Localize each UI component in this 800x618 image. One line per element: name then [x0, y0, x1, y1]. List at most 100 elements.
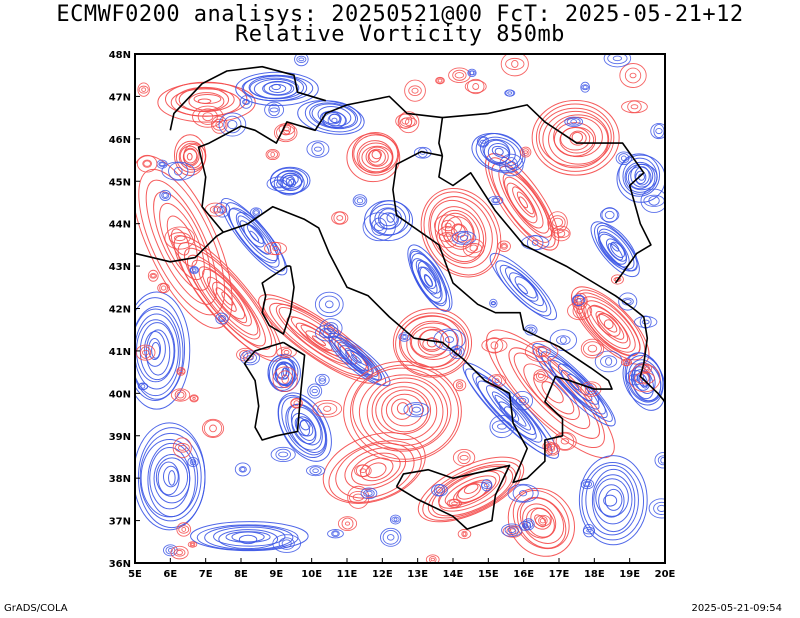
positive-contour: [438, 232, 457, 243]
positive-contour: [149, 272, 157, 279]
positive-contour: [408, 85, 422, 97]
positive-contour: [619, 63, 647, 88]
negative-contour: [231, 531, 265, 543]
positive-contour: [552, 217, 564, 228]
positive-contour: [347, 485, 370, 509]
positive-contour: [272, 366, 298, 393]
negative-contour: [269, 107, 279, 113]
negative-contour: [431, 483, 448, 497]
negative-contour: [494, 147, 504, 156]
positive-contour: [537, 373, 544, 379]
positive-contour: [193, 94, 222, 105]
lat-tick-label: 44N: [109, 220, 131, 231]
positive-contour: [396, 402, 409, 415]
italy-peninsula-coast: [223, 150, 613, 484]
negative-contour: [549, 329, 577, 351]
positive-contour: [207, 276, 248, 324]
positive-contour: [481, 338, 508, 353]
positive-contour: [587, 305, 631, 349]
negative-contour: [220, 198, 288, 276]
positive-contour: [535, 514, 551, 527]
negative-contour: [620, 155, 627, 162]
positive-contour: [138, 168, 226, 316]
negative-contour: [306, 140, 330, 158]
negative-contour: [162, 192, 168, 198]
positive-contour: [630, 104, 639, 110]
negative-contour: [586, 528, 592, 533]
negative-contour: [585, 464, 639, 536]
positive-contour: [583, 341, 602, 356]
negative-contour: [362, 212, 396, 242]
negative-contour: [354, 196, 366, 206]
positive-contour: [392, 308, 473, 378]
positive-contour: [427, 464, 517, 519]
positive-contour: [533, 373, 575, 415]
positive-contour: [541, 381, 564, 404]
negative-contour: [161, 191, 170, 200]
negative-contour: [604, 210, 615, 220]
positive-contour: [551, 225, 571, 242]
positive-contour: [559, 126, 595, 154]
negative-contour: [272, 534, 302, 553]
negative-contour: [218, 529, 279, 550]
positive-contour: [539, 518, 547, 524]
positive-contour: [535, 346, 548, 357]
positive-contour: [137, 82, 150, 97]
negative-contour: [327, 113, 342, 127]
negative-contour: [393, 517, 398, 522]
positive-contour: [448, 499, 461, 508]
negative-contour: [423, 274, 433, 287]
positive-contour: [173, 548, 186, 557]
negative-contour: [481, 479, 493, 492]
negative-contour: [218, 112, 247, 137]
positive-contour: [452, 69, 467, 81]
negative-contour: [332, 531, 339, 537]
negative-contour: [314, 373, 330, 386]
negative-contour: [379, 212, 398, 227]
positive-contour: [535, 370, 546, 381]
positive-contour: [552, 228, 570, 239]
negative-contour: [409, 249, 451, 312]
negative-contour: [582, 85, 588, 90]
negative-contour: [398, 332, 411, 342]
negative-contour: [607, 54, 628, 65]
negative-contour: [459, 234, 469, 242]
positive-contour: [457, 451, 471, 465]
negative-contour: [135, 422, 206, 531]
negative-contour: [594, 222, 638, 272]
negative-contour: [213, 202, 231, 218]
negative-contour: [145, 329, 171, 376]
negative-contour: [311, 142, 325, 157]
lat-tick-label: 38N: [109, 474, 131, 485]
positive-contour: [494, 378, 500, 384]
positive-contour: [358, 374, 449, 450]
negative-contour: [491, 420, 512, 433]
negative-contour: [382, 529, 399, 545]
positive-contour: [549, 215, 566, 230]
negative-contour: [262, 81, 295, 96]
negative-contour: [541, 351, 608, 419]
negative-contour: [476, 136, 490, 148]
negative-contour: [356, 198, 364, 204]
positive-contour: [464, 79, 487, 94]
negative-contour: [327, 529, 344, 539]
positive-contour: [507, 487, 575, 557]
longitude-axis: 5E 6E 7E 8E 9E 10E 11E 12E 13E 14E 15E 16E 17E 18E 19E…: [128, 558, 676, 580]
negative-contour: [157, 461, 180, 496]
positive-contour: [444, 475, 497, 506]
negative-contour: [168, 547, 173, 553]
negative-contour: [489, 252, 557, 321]
positive-contour: [192, 396, 196, 400]
positive-contour: [501, 244, 507, 249]
negative-contour: [240, 466, 246, 472]
positive-contour: [293, 400, 300, 407]
negative-contour: [528, 328, 534, 332]
lon-tick-label: 11E: [337, 569, 358, 580]
negative-contour: [478, 136, 488, 147]
negative-contour: [238, 534, 258, 545]
positive-contour: [351, 132, 400, 176]
negative-contour: [294, 54, 309, 67]
positive-contour: [210, 115, 228, 134]
positive-contour: [175, 86, 235, 113]
positive-contour: [187, 541, 198, 548]
